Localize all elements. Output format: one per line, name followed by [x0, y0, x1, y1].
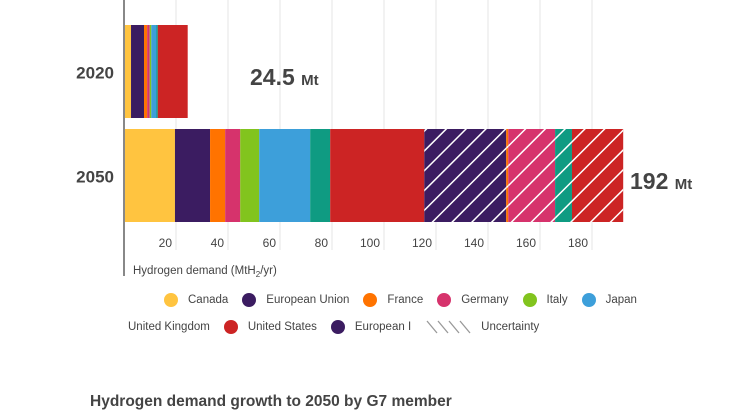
legend-item-germany[interactable]: Germany	[437, 293, 509, 307]
legend-dot-icon	[437, 293, 452, 307]
bar-segment-2050-united-states	[330, 129, 425, 222]
bar-segment-2050-germany	[225, 129, 241, 222]
legend-dot-icon	[522, 293, 537, 307]
legend-label: Germany	[461, 294, 509, 306]
bar-segment-2050-italy	[240, 129, 260, 222]
legend-label: United States	[247, 321, 317, 333]
bar-segment-2020-united-kingdom	[156, 25, 158, 118]
legend-label: Canada	[188, 294, 229, 306]
bar-segment-2050-united-kingdom	[310, 129, 331, 222]
uncertainty-hatch	[508, 129, 556, 222]
legend-label: Italy	[546, 294, 568, 306]
total-labels: 24.5 Mt 192 Mt	[250, 64, 692, 194]
hatch-swatch-icon	[426, 320, 471, 334]
bar-segment-2050-canada	[124, 129, 175, 222]
x-axis-ticks: 20 40 60 80 100 120 140 160 180	[159, 236, 589, 250]
legend-dot-icon	[164, 293, 178, 307]
total-label-2020: 24.5 Mt	[250, 64, 319, 90]
legend-dot-icon	[581, 293, 596, 307]
x-tick-label: 140	[464, 236, 484, 250]
x-tick-label: 100	[360, 236, 380, 250]
bar-segment-2050-japan	[259, 129, 311, 222]
total-label-2050: 192 Mt	[630, 168, 692, 194]
bar-segment-2020-france	[144, 25, 148, 118]
x-tick-label: 80	[315, 236, 329, 250]
category-label-2050: 2050	[76, 168, 114, 187]
legend-label: Uncertainty	[481, 321, 540, 333]
legend-label: United Kingdom	[128, 321, 210, 333]
legend-label: European Union	[266, 294, 350, 306]
x-tick-label: 120	[412, 236, 432, 250]
x-tick-label: 180	[568, 236, 588, 250]
category-label-2020: 2020	[76, 64, 114, 83]
bar-segment-2020-germany	[147, 25, 150, 118]
x-axis-label: Hydrogen demand (MtH2/yr)	[133, 265, 277, 279]
bar-segment-2050-france	[210, 129, 226, 222]
stacked-bar-chart: 20 40 60 80 100 120 140 160 180 2020 2050 24.5 Mt…	[76, 0, 692, 279]
legend-dot-icon	[242, 293, 257, 307]
bar-segment-2020-united-states	[157, 25, 188, 118]
x-tick-label: 60	[263, 236, 277, 250]
legend-label: Japan	[605, 294, 637, 306]
x-tick-label: 20	[159, 236, 173, 250]
legend-item-european-i[interactable]: European I	[330, 320, 412, 334]
gridlines	[175, 0, 593, 250]
legend-item-united-kingdom[interactable]: United Kingdom	[128, 321, 210, 333]
uncertainty-hatch	[506, 129, 509, 222]
x-tick-label: 40	[211, 236, 225, 250]
bar-segment-2020-european-union	[131, 25, 145, 118]
legend-row-2: United Kingdom United States European I Unc…	[128, 320, 553, 334]
legend-item-canada[interactable]: Canada	[164, 293, 228, 307]
legend-item-uncertainty[interactable]: Uncertainty	[425, 320, 539, 334]
legend-item-france[interactable]: France	[363, 293, 423, 307]
legend-dot-icon	[363, 293, 378, 307]
uncertainty-hatch	[571, 129, 624, 222]
legend-row-1: Canada European Union France Germany Italy Ja…	[164, 293, 651, 307]
bar-segment-2020-canada	[124, 25, 132, 118]
bar-segment-2050-european-union	[174, 129, 211, 222]
legend-item-japan[interactable]: Japan	[581, 293, 637, 307]
bar-segment-2020-japan	[151, 25, 157, 118]
legend-item-italy[interactable]: Italy	[522, 293, 568, 307]
legend-dot-icon	[330, 320, 345, 334]
legend-dot-icon	[223, 320, 238, 334]
uncertainty-hatch	[424, 129, 507, 222]
bar-segment-2020-italy	[149, 25, 152, 118]
legend-label: European I	[354, 321, 412, 333]
legend-label: France	[387, 294, 424, 306]
bars	[124, 25, 624, 222]
x-tick-label: 160	[516, 236, 536, 250]
uncertainty-hatch	[555, 129, 572, 222]
legend-item-united-states[interactable]: United States	[223, 320, 317, 334]
legend-item-european-union[interactable]: European Union	[242, 293, 349, 307]
category-labels: 2020 2050	[76, 64, 114, 187]
chart-title: Hydrogen demand growth to 2050 by G7 mem…	[90, 393, 452, 410]
